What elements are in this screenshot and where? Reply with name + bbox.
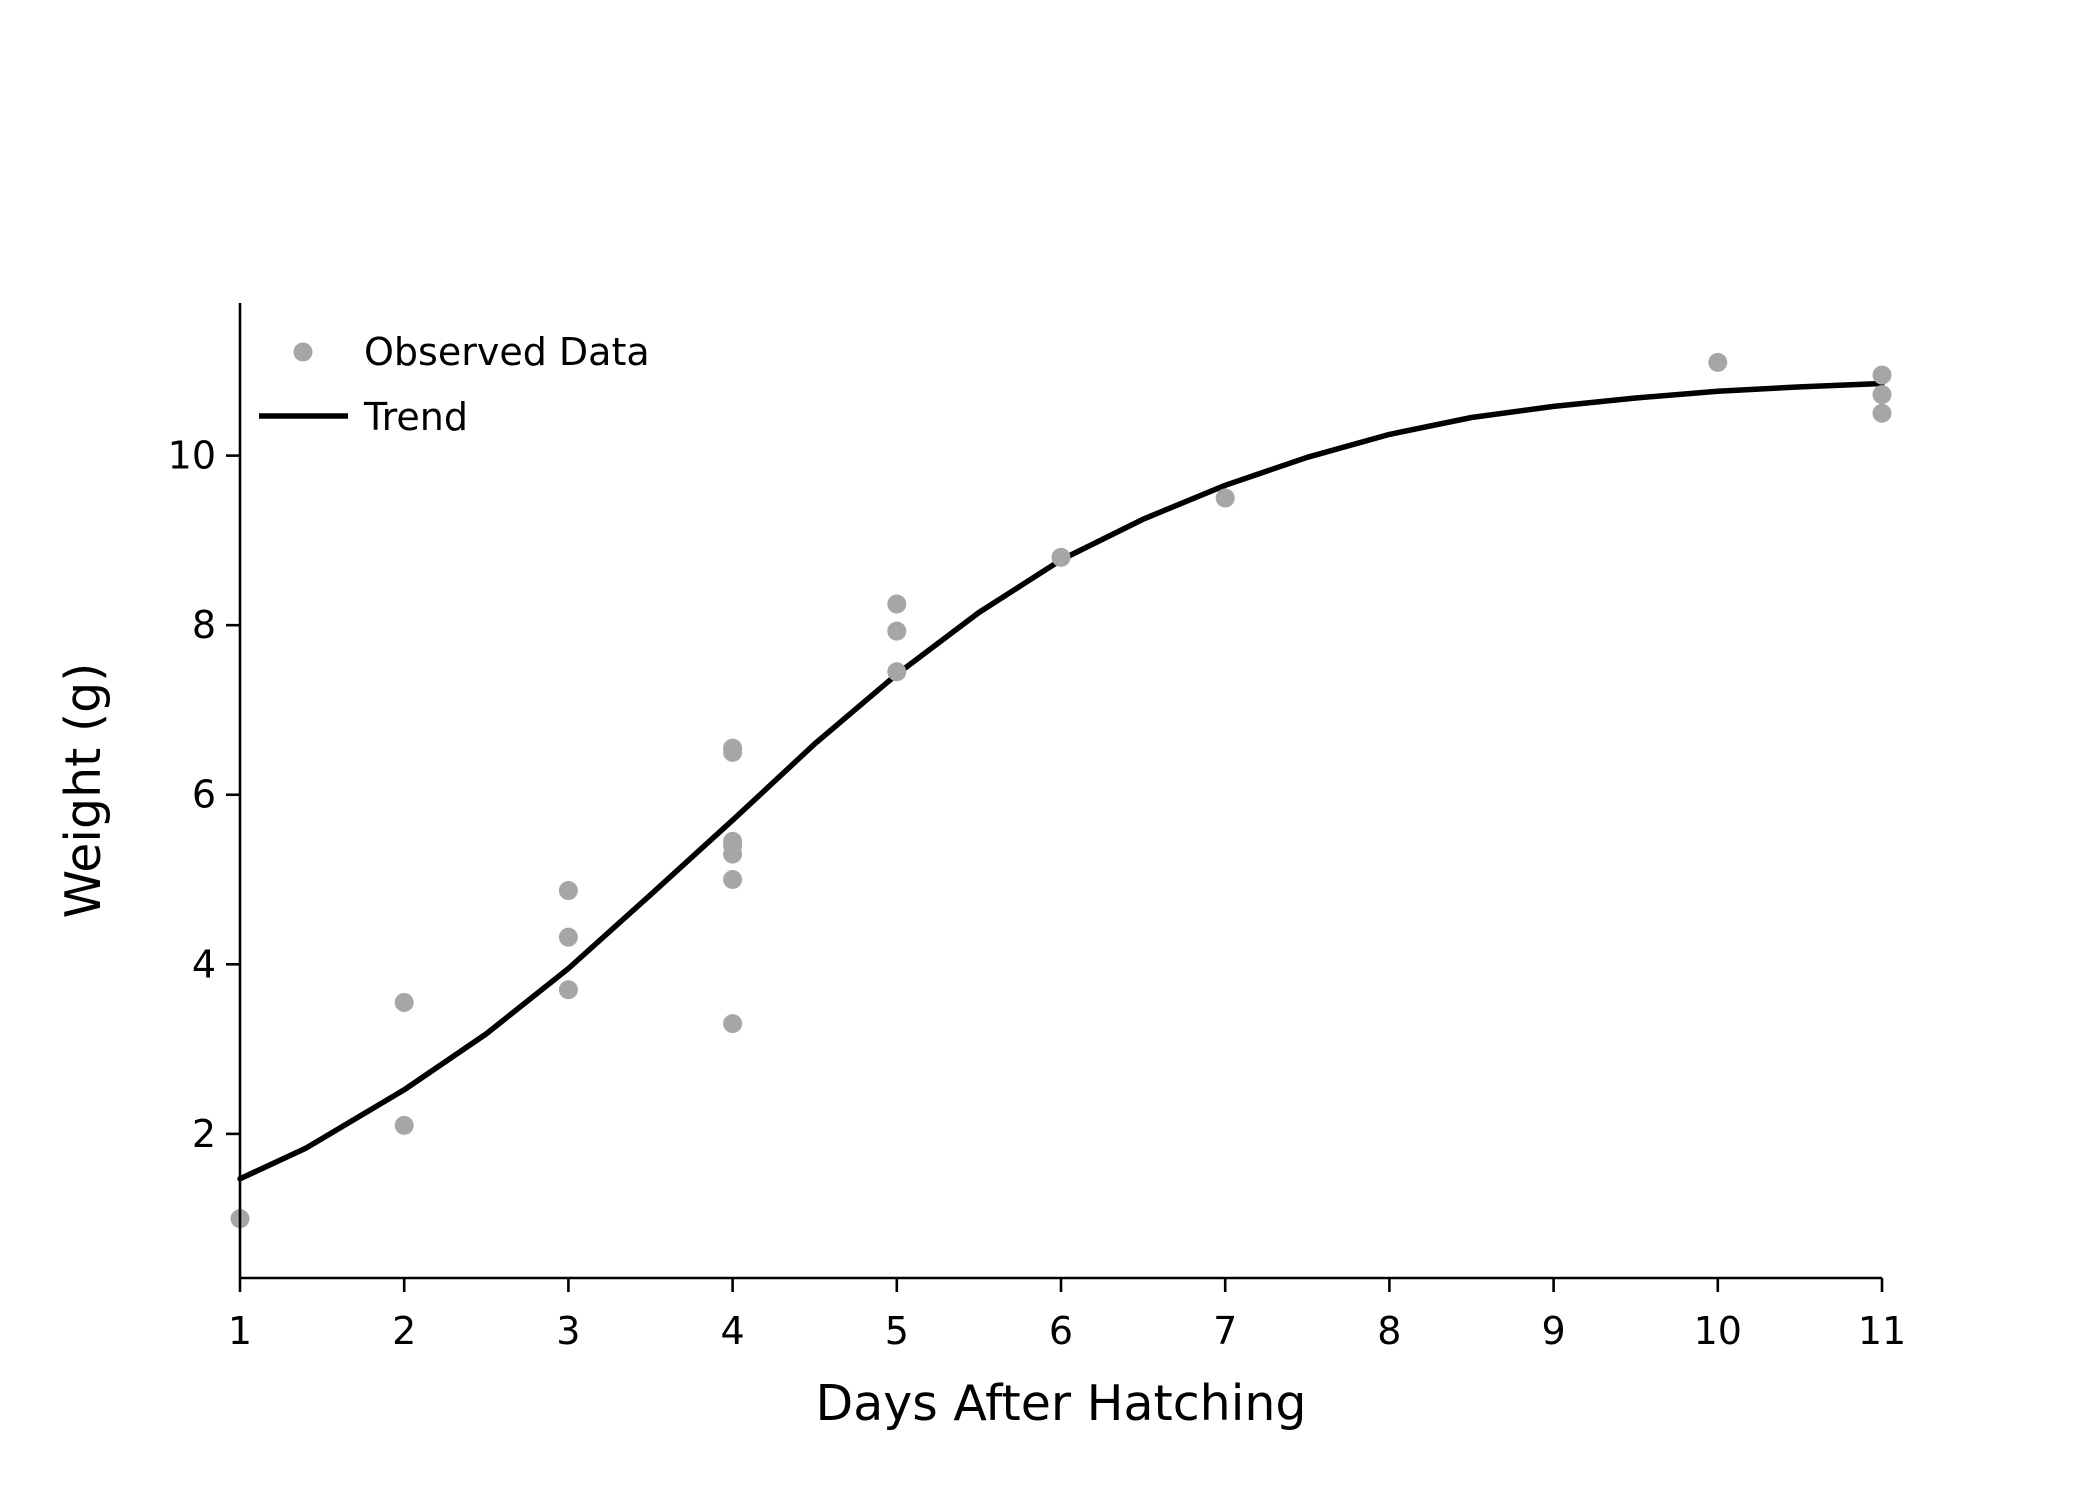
x-tick-label: 6 <box>1049 1309 1073 1353</box>
legend-label-observed-data: Observed Data <box>364 330 650 374</box>
observed-data-point <box>887 621 907 641</box>
observed-data-point <box>1872 385 1892 405</box>
observed-data-point <box>1051 547 1071 567</box>
observed-data-point <box>723 870 743 890</box>
y-axis-ticks: 2 4 6 8 10 <box>168 434 240 1156</box>
x-tick-label: 4 <box>721 1309 745 1353</box>
axes: 1 2 3 4 5 6 7 8 9 10 11 2 4 6 8 10 <box>168 303 1906 1353</box>
legend-label-trend: Trend <box>363 395 468 439</box>
x-axis-ticks: 1 2 3 4 5 6 7 8 9 10 11 <box>228 1278 1906 1353</box>
observed-data-point <box>1708 352 1728 372</box>
x-tick-label: 11 <box>1858 1309 1906 1353</box>
observed-data-point <box>887 594 907 614</box>
plot-area <box>230 352 1892 1229</box>
observed-data-point <box>1215 488 1235 508</box>
x-tick-label: 2 <box>392 1309 416 1353</box>
observed-data-point <box>394 992 414 1012</box>
y-tick-label: 2 <box>192 1112 216 1156</box>
y-tick-label: 4 <box>192 942 216 986</box>
observed-points-layer <box>230 352 1892 1229</box>
y-tick-label: 8 <box>192 603 216 647</box>
observed-data-point <box>723 742 743 762</box>
legend-marker-observed-data <box>293 342 313 362</box>
y-axis-title: Weight (g) <box>55 663 112 919</box>
x-tick-label: 10 <box>1694 1309 1742 1353</box>
trend-layer <box>237 380 1885 1182</box>
observed-data-point <box>723 1014 743 1034</box>
x-axis-title: Days After Hatching <box>816 1375 1307 1432</box>
legend: Observed Data Trend <box>259 330 650 439</box>
observed-data-point <box>558 881 578 901</box>
observed-data-point <box>394 1115 414 1135</box>
x-tick-label: 9 <box>1542 1309 1566 1353</box>
x-tick-label: 3 <box>556 1309 580 1353</box>
x-tick-label: 5 <box>885 1309 909 1353</box>
trend-line <box>237 380 1885 1182</box>
observed-data-point <box>558 927 578 947</box>
observed-data-point <box>723 844 743 864</box>
x-tick-label: 1 <box>228 1309 252 1353</box>
observed-data-point <box>1872 365 1892 385</box>
x-tick-label: 7 <box>1213 1309 1237 1353</box>
observed-data-point <box>887 662 907 682</box>
y-tick-label: 6 <box>192 773 216 817</box>
x-tick-label: 8 <box>1377 1309 1401 1353</box>
observed-data-point <box>558 980 578 1000</box>
y-tick-label: 10 <box>168 434 216 478</box>
observed-data-point <box>1872 403 1892 423</box>
